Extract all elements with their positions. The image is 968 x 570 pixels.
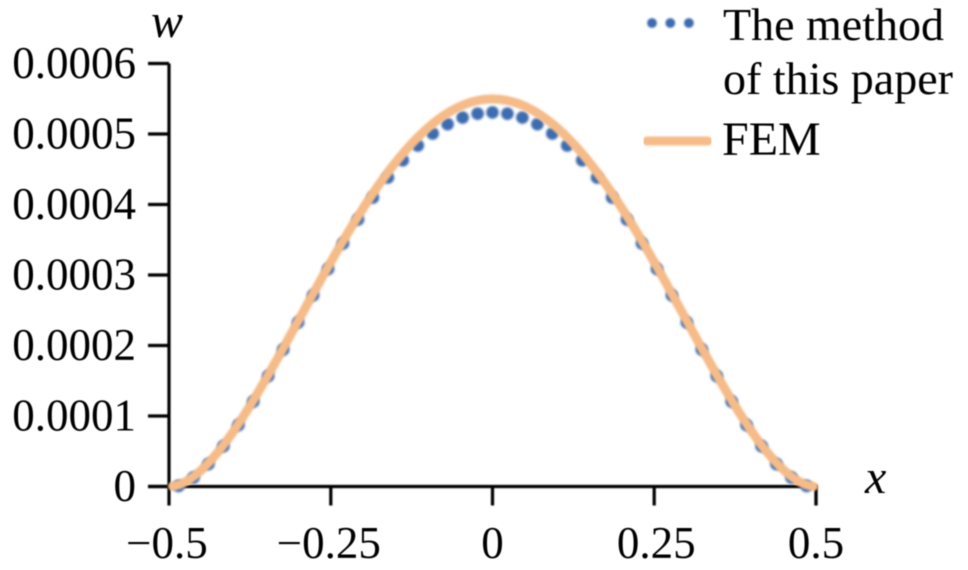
svg-text:0.25: 0.25 (617, 518, 696, 568)
svg-text:0: 0 (481, 518, 504, 568)
svg-text:0.0001: 0.0001 (12, 391, 136, 441)
svg-text:0.0004: 0.0004 (12, 179, 136, 229)
svg-text:x: x (864, 451, 886, 504)
svg-text:−0.25: −0.25 (277, 518, 381, 568)
svg-text:of this paper: of this paper (723, 53, 953, 104)
svg-text:0.5: 0.5 (788, 518, 844, 568)
svg-text:0.0002: 0.0002 (12, 320, 136, 370)
svg-text:The method: The method (723, 0, 944, 50)
svg-text:w: w (151, 0, 183, 48)
svg-text:0: 0 (114, 461, 137, 511)
svg-text:FEM: FEM (722, 113, 821, 166)
svg-text:0.0003: 0.0003 (12, 250, 136, 300)
svg-text:−0.5: −0.5 (126, 518, 208, 568)
svg-text:0.0006: 0.0006 (12, 38, 136, 88)
svg-text:0.0005: 0.0005 (12, 109, 136, 159)
